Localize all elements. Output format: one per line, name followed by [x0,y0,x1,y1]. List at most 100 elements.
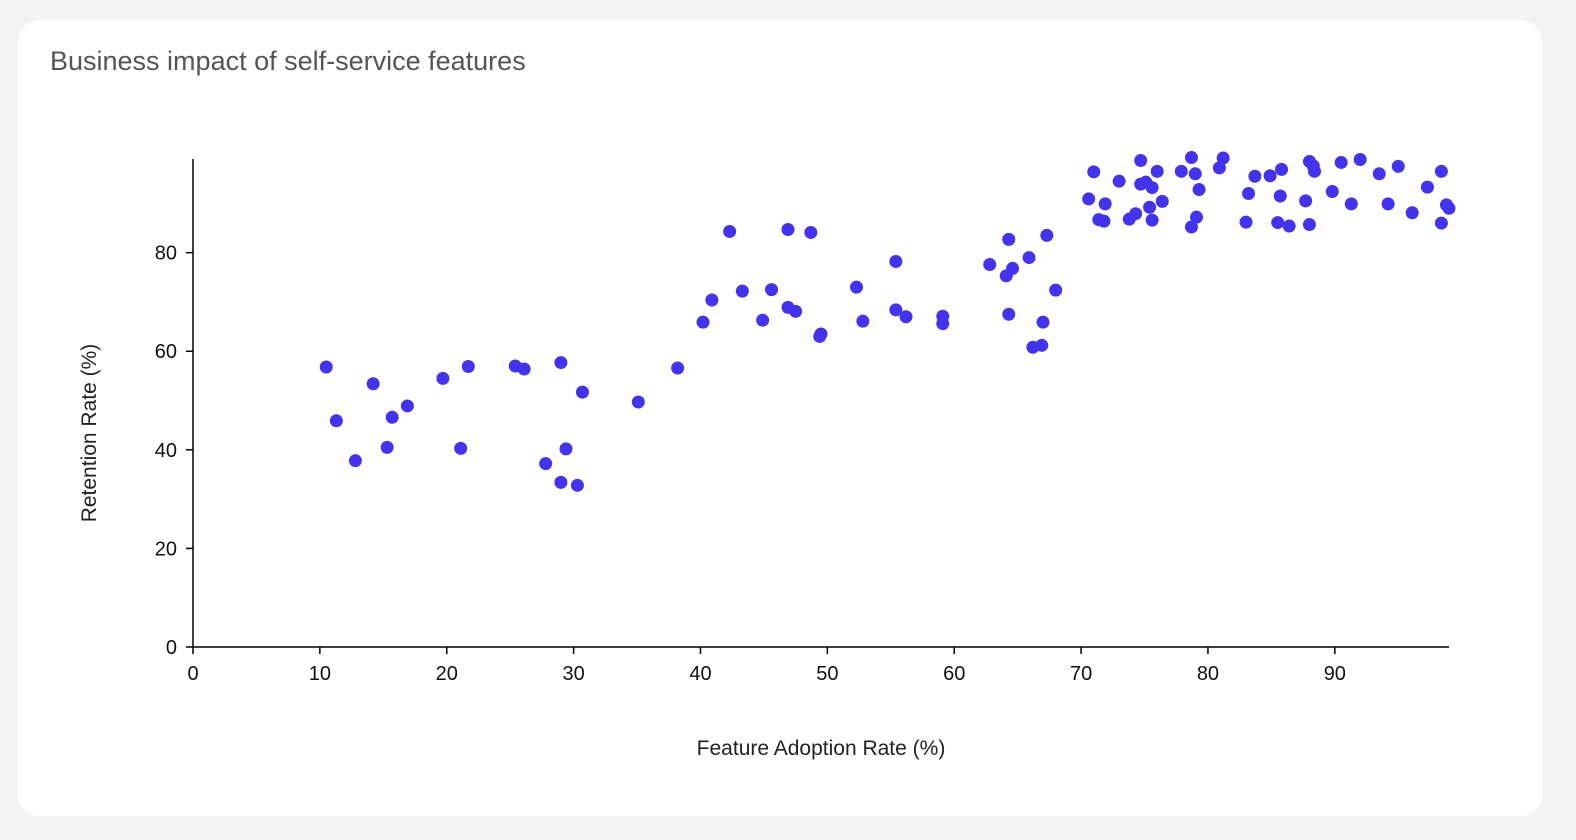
data-point [1302,218,1316,232]
data-point [1082,192,1096,206]
data-point [1129,207,1143,221]
x-tick-label: 70 [1070,663,1092,685]
data-point [889,303,903,317]
data-point [554,356,568,370]
x-tick-label: 40 [689,663,711,685]
x-axis-title: Feature Adoption Rate (%) [697,737,946,760]
data-point [756,313,770,327]
data-point [400,399,414,413]
data-point [1006,261,1020,275]
data-point [1184,220,1198,234]
data-point [366,377,380,391]
data-point [671,361,685,375]
data-point [1212,161,1226,175]
data-point [319,360,333,374]
data-point [1049,283,1063,297]
scatter-chart: 0 10 20 30 40 50 60 70 80 90 0 20 40 60 80 Feature Ado… [78,151,1456,760]
data-point [889,255,903,269]
data-point [1036,315,1050,329]
data-point [696,315,710,329]
data-point [765,283,779,297]
y-tick-label: 40 [155,440,177,462]
axes: 0 10 20 30 40 50 60 70 80 90 0 20 40 60 80 [155,159,1449,685]
data-point [1097,214,1111,228]
data-point [1150,164,1164,178]
data-point [575,385,589,399]
chart-title: Business impact of self-service features [50,46,526,76]
data-point [461,360,475,374]
data-point [436,371,450,385]
data-point [705,293,719,307]
data-point [899,310,913,324]
data-point [1174,164,1188,178]
y-tick-label: 20 [155,538,177,560]
data-point [1275,162,1289,176]
data-point [1239,215,1253,229]
data-point [1391,159,1405,173]
data-point [1353,152,1367,166]
data-point [1344,197,1358,211]
x-tick-label: 50 [816,663,838,685]
data-point [789,304,803,318]
data-point [856,314,870,328]
x-tick-label: 0 [187,663,198,685]
data-point [570,478,584,492]
y-tick-label: 80 [155,243,177,265]
data-point [1098,197,1112,211]
x-tick-label: 30 [562,663,584,685]
data-point [1372,167,1386,181]
data-point [1381,197,1395,211]
data-point [329,414,343,428]
data-point [1112,174,1126,188]
data-point [1155,194,1169,208]
data-point [559,442,573,456]
data-point [1434,164,1448,178]
x-tick-label: 90 [1324,663,1346,685]
data-point [814,327,828,341]
data-point [385,410,399,424]
data-point [936,317,950,331]
data-point [1216,151,1230,165]
data-point [631,395,645,409]
data-point [735,284,749,298]
data-point [554,475,568,489]
data-point [1134,153,1148,167]
data-point [1035,338,1049,352]
data-point [1282,219,1296,233]
data-point [1405,206,1419,220]
data-point [1002,307,1016,321]
y-axis-title: Retention Rate (%) [78,344,101,523]
data-point [454,441,468,455]
data-point [1184,151,1198,165]
x-tick-label: 20 [436,663,458,685]
x-tick-label: 60 [943,663,965,685]
data-point [781,222,795,236]
y-tick-label: 0 [166,637,177,659]
data-point [1442,201,1456,215]
data-point [1248,169,1262,183]
data-point [1022,251,1036,265]
x-tick-label: 80 [1197,663,1219,685]
data-point [1087,165,1101,179]
data-point [1002,232,1016,246]
data-point [1325,185,1339,199]
chart-card: Business impact of self-service features… [18,20,1542,816]
y-tick-label: 60 [155,341,177,363]
data-point [1273,189,1287,203]
data-point [1190,210,1204,224]
data-point [1334,155,1348,169]
data-point [1299,194,1313,208]
data-point [348,454,362,468]
data-point [1434,216,1448,230]
data-point [850,280,864,294]
data-point [1145,181,1159,195]
data-point [804,225,818,239]
data-point [1145,213,1159,227]
data-point [1143,200,1157,214]
data-point [1192,183,1206,197]
data-point [1263,169,1277,183]
data-point [723,224,737,238]
data-point [539,457,553,471]
data-point [517,362,531,376]
data-point [1308,164,1322,178]
